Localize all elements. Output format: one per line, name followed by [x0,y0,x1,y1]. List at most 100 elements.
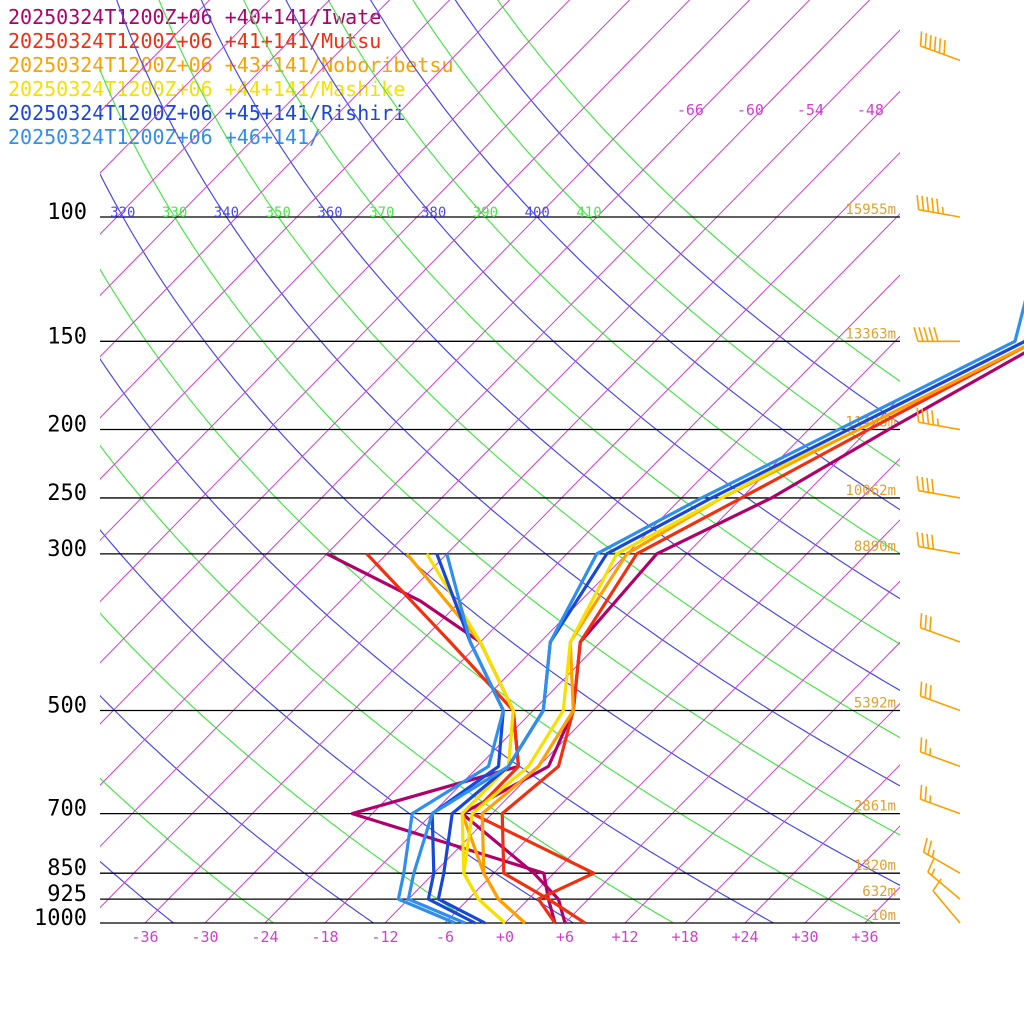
legend-entry: 20250324T1200Z+06 +41+141/Mutsu [8,29,382,53]
wind-barb [916,531,961,555]
wind-barb [919,784,961,815]
pressure-label: 100 [47,200,87,225]
isotherm-line [100,0,331,235]
isotherm-line [100,0,751,664]
pressure-label: 150 [47,324,87,349]
pressure-label: 200 [47,413,87,438]
isotherm-top-label: -54 [797,101,824,119]
height-label: 15955m [845,202,896,218]
sounding-series [326,299,1024,925]
isotherm-top-label: -66 [677,101,704,119]
wind-barb [916,195,961,218]
pressure-label: 700 [47,797,87,822]
height-label: -10m [862,908,896,924]
dry-adiabat-line [243,0,900,645]
wind-barb [916,407,961,431]
wind-barb [919,681,961,712]
theta-label: 320 [110,205,135,221]
wind-barb [913,327,960,343]
x-tick-label: +24 [731,928,758,946]
theta-labels: 320 330 340 350 360 370 380 390 400 410 [110,205,601,221]
height-label: 5392m [854,695,896,711]
legend-entry: 20250324T1200Z+06 +43+141/Noboribetsu [8,53,454,77]
x-tick-label: +12 [611,928,638,946]
isotherm-line [100,0,271,174]
x-axis-ticks: -36 -30 -24 -18 -12 -6 +0 +6 +12 +18 +24 +30 +36 [131,928,878,946]
legend-entry: 20250324T1200Z+06 +44+141/Mashike [8,77,406,101]
dry-adiabat-line [100,612,474,923]
x-tick-label: +0 [496,928,514,946]
isotherm-line [985,0,1024,923]
x-tick-label: -12 [371,928,398,946]
dry-adiabat-line [100,172,900,886]
isotherm-line [100,0,391,297]
temperature-line [436,338,1024,925]
theta-label: 410 [576,205,601,221]
temperature-line [480,345,1024,925]
isotherm-line [504,519,900,923]
dry-adiabat-line [100,860,174,923]
isotherm-line [264,274,900,923]
dewpoint-line [365,552,596,924]
dry-adiabat-line [100,68,900,836]
x-tick-label: +36 [851,928,878,946]
isotherm-top-labels: -66 -60 -54 -48 [677,101,884,119]
isotherm-line [100,0,631,542]
isotherm-line [925,0,1024,923]
dry-adiabat-line [327,0,900,555]
x-tick-label: -6 [436,928,454,946]
dewpoint-line [396,553,505,925]
isotherm-line [864,886,900,923]
isotherm-top-label: -48 [857,101,884,119]
theta-label: 370 [369,205,394,221]
wind-barb [919,31,961,62]
theta-label: 380 [421,205,446,221]
x-tick-label: -30 [191,928,218,946]
pressure-label: 500 [47,693,87,718]
pressure-label: 250 [47,481,87,506]
theta-label: 330 [162,205,187,221]
chart-legend: 20250324T1200Z+06 +40+141/Iwate 20250324T… [8,5,454,149]
wind-barb [922,837,961,874]
dewpoint-line [326,552,557,924]
dry-adiabat-line [100,694,374,923]
dry-adiabat-line [370,0,900,511]
x-tick-label: +30 [791,928,818,946]
height-label: 8890m [854,539,896,555]
isotherm-line [100,0,451,358]
dry-adiabat-line [116,0,900,787]
pressure-label: 925 [47,882,87,907]
dry-adiabat-line [100,529,574,923]
dry-adiabat-line [496,0,900,382]
isotherm-line [444,457,900,923]
wind-barb [916,476,961,499]
pressure-label: 850 [47,856,87,881]
isotherm-line [684,702,900,923]
x-tick-label: +6 [556,928,574,946]
height-label: 2861m [854,799,896,815]
theta-label: 340 [214,205,239,221]
x-tick-label: -18 [311,928,338,946]
theta-label: 360 [317,205,342,221]
height-label: 1320m [854,858,896,874]
wind-barb [927,858,961,900]
theta-label: 350 [266,205,291,221]
height-label: 13363m [845,326,896,342]
temperature-line [460,351,1024,924]
isotherm-line [100,0,211,113]
wind-barb [919,737,961,768]
pressure-label: 300 [47,537,87,562]
isotherm-line [624,641,900,923]
height-label: 632m [862,884,896,900]
temperature-line [462,339,1024,925]
height-label: 10062m [845,483,896,499]
temperature-line [406,299,1024,925]
isotherm-line [100,0,511,419]
x-tick-label: -36 [131,928,158,946]
isotherm-top-label: -60 [737,101,764,119]
wind-barb [932,878,961,924]
pressure-label: 1000 [34,906,87,931]
theta-label: 390 [473,205,498,221]
